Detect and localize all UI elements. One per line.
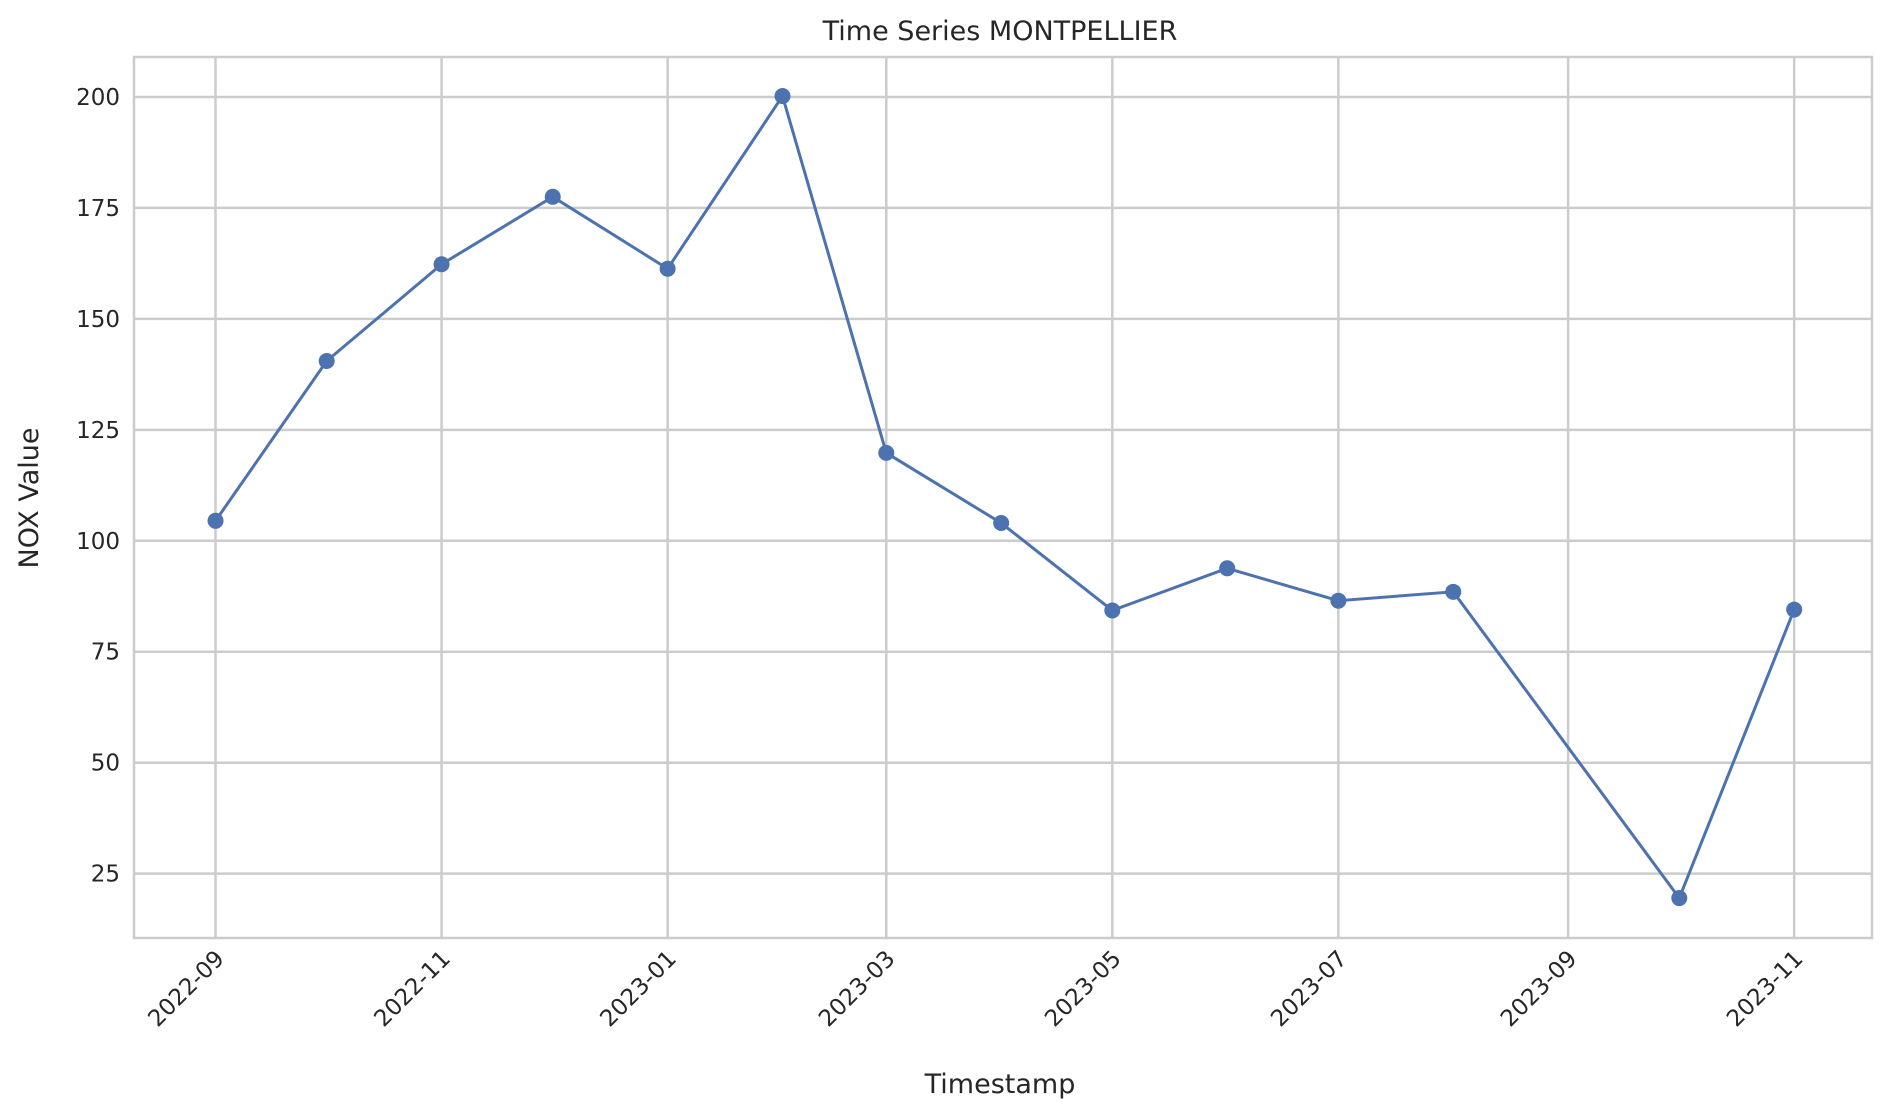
x-axis-title: Timestamp: [924, 1069, 1076, 1100]
data-point: [1219, 560, 1236, 577]
x-axis-ticks: 2022-09 2022-11 2023-01 2023-03 2023-05 2023-…: [143, 946, 1808, 1032]
y-tick-label: 175: [76, 196, 120, 222]
x-tick-label: 2023-11: [1722, 946, 1808, 1032]
series-layer: [207, 88, 1803, 907]
x-tick-label: 2023-07: [1266, 946, 1352, 1032]
data-point: [1330, 592, 1347, 609]
data-point: [318, 353, 335, 370]
x-tick-label: 2023-01: [596, 946, 682, 1032]
y-tick-label: 150: [76, 307, 120, 333]
series-line: [214, 94, 1796, 900]
plot-area-frame: [132, 55, 1874, 940]
y-axis-ticks: 25 50 75 100 125 150 175 200: [76, 85, 120, 888]
y-tick-label: 75: [91, 640, 120, 666]
data-point: [1671, 890, 1688, 907]
data-point: [1445, 583, 1462, 600]
data-point: [1104, 602, 1121, 619]
data-point: [207, 512, 224, 529]
y-tick-label: 25: [91, 862, 120, 888]
chart-title: Time Series MONTPELLIER: [822, 16, 1178, 47]
y-tick-label: 50: [91, 751, 120, 777]
x-tick-label: 2023-03: [814, 946, 900, 1032]
data-point: [659, 260, 676, 277]
data-point: [433, 256, 450, 273]
x-tick-label: 2022-09: [143, 946, 229, 1032]
grid-lines: [134, 57, 1872, 938]
y-tick-label: 125: [76, 418, 120, 444]
data-point: [993, 515, 1010, 532]
x-tick-label: 2023-05: [1040, 946, 1126, 1032]
y-tick-label: 100: [76, 529, 120, 555]
data-point: [1786, 601, 1803, 618]
x-tick-label: 2022-11: [369, 946, 455, 1032]
x-tick-label: 2023-09: [1496, 946, 1582, 1032]
y-tick-label: 200: [76, 85, 120, 111]
y-axis-title: NOX Value: [14, 428, 45, 569]
data-point: [774, 88, 791, 105]
data-point: [878, 444, 895, 461]
data-point: [544, 188, 561, 205]
